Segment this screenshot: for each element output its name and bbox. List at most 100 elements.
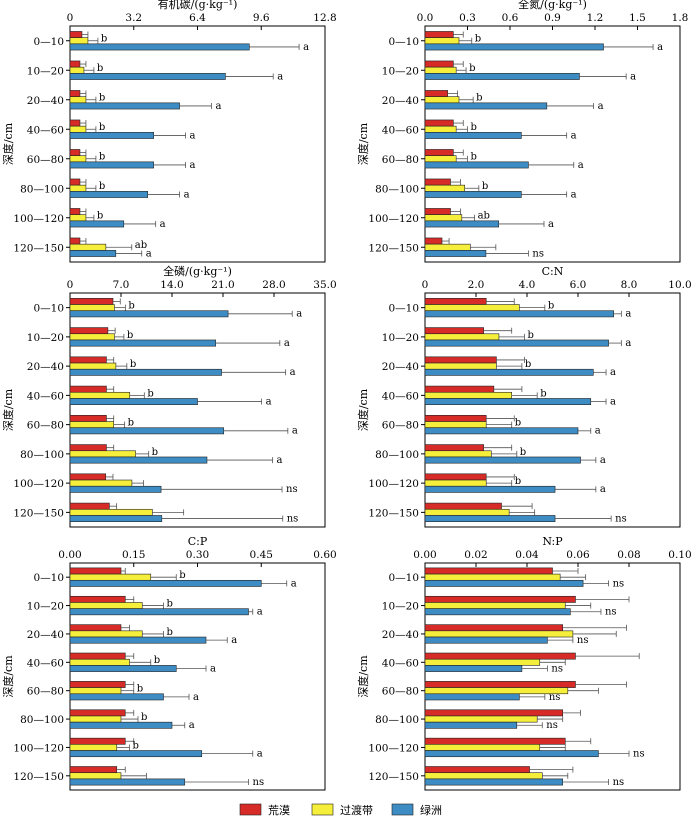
sig-label: a: [257, 607, 263, 618]
y-tick-label: 0—10: [388, 572, 419, 584]
sig-label: a: [146, 248, 152, 259]
y-tick-label: 10—20: [382, 601, 419, 613]
bar-oasis: [424, 485, 556, 493]
sig-label: ab: [478, 211, 490, 222]
bar-oasis: [424, 778, 563, 786]
plot-frame: [424, 292, 681, 528]
bar-oasis: [69, 43, 250, 51]
bar-oasis: [69, 665, 177, 672]
bar-transition: [69, 630, 143, 638]
sig-label: b: [130, 359, 136, 370]
y-tick-label: 40—60: [382, 657, 419, 669]
sig-label: b: [152, 447, 158, 458]
chart-panels: 有机碳/(g·kg⁻¹) 0 3.2 6.4 9.6 12.8 深度/cm 0—10 b a 10—…: [1, 0, 692, 791]
bar-desert: [424, 567, 553, 575]
sig-label: b: [471, 152, 477, 163]
legend-swatch: [391, 803, 414, 816]
bar-desert: [69, 595, 126, 603]
y-tick-label: 100—120: [368, 213, 419, 225]
bar-desert: [69, 298, 114, 305]
bar-transition: [69, 744, 118, 751]
bar-desert: [424, 766, 530, 774]
bar-desert: [69, 624, 122, 632]
legend: 荒漠 过渡带 绿洲: [239, 803, 442, 817]
bar-oasis: [69, 398, 198, 405]
sig-label: b: [97, 63, 103, 74]
bar-oasis: [69, 427, 225, 435]
bar-desert: [424, 356, 497, 364]
x-tick-label: 0.00: [413, 549, 436, 561]
bar-oasis: [69, 579, 262, 587]
bar-transition: [69, 214, 87, 222]
bar-desert: [69, 237, 81, 245]
x-tick-label: 0.60: [313, 549, 336, 561]
bar-transition: [424, 715, 538, 723]
sig-label: a: [189, 720, 195, 731]
sig-label: b: [99, 181, 105, 192]
y-tick-label: 120—150: [368, 242, 419, 254]
y-tick-label: 20—40: [27, 95, 64, 107]
bar-oasis: [69, 191, 148, 198]
sig-label: b: [469, 63, 475, 74]
bar-transition: [69, 125, 87, 133]
bar-desert: [424, 681, 576, 688]
sig-label: ns: [633, 749, 645, 760]
x-tick-label: 0.3: [459, 12, 476, 24]
sig-label: a: [303, 42, 309, 53]
bar-transition: [69, 333, 115, 341]
y-axis-label: 深度/cm: [1, 655, 15, 698]
y-tick-label: 40—60: [382, 390, 419, 402]
y-tick-label: 40—60: [27, 390, 64, 402]
sig-label: ns: [286, 484, 298, 495]
sig-label: b: [475, 34, 481, 45]
plot-frame: [424, 562, 681, 791]
sig-label: a: [257, 749, 263, 760]
x-tick-label: 0.10: [668, 549, 691, 561]
bar-oasis: [424, 750, 599, 758]
sig-label: b: [97, 211, 103, 222]
sig-label: a: [548, 219, 554, 230]
x-tick-label: 35.0: [313, 279, 336, 291]
bar-desert: [424, 595, 576, 603]
bar-transition: [424, 421, 487, 429]
x-tick-label: 21.0: [211, 279, 234, 291]
bar-desert: [69, 567, 122, 575]
bar-transition: [424, 304, 520, 312]
x-tick-label: 0.15: [122, 549, 145, 561]
bar-desert: [69, 356, 107, 364]
x-tick-label: 0.0: [417, 12, 434, 24]
legend-label: 过渡带: [340, 803, 373, 817]
y-tick-label: 100—120: [13, 742, 64, 754]
sig-label: a: [578, 160, 584, 171]
sig-label: b: [179, 570, 185, 581]
sig-label: a: [266, 396, 272, 407]
sig-label: b: [471, 122, 477, 133]
bar-transition: [424, 658, 541, 666]
bar-transition: [424, 243, 471, 251]
x-tick-label: 0.00: [58, 549, 81, 561]
plot-frame: [69, 292, 326, 528]
sig-label: b: [476, 93, 482, 104]
y-tick-label: 60—80: [27, 154, 64, 166]
x-tick-label: 6.4: [189, 12, 206, 24]
y-tick-label: 100—120: [368, 742, 419, 754]
y-tick-label: 80—100: [20, 714, 64, 726]
bar-desert: [424, 415, 487, 422]
sig-label: b: [515, 418, 521, 429]
y-axis-label: 深度/cm: [1, 122, 15, 165]
x-tick-label: 4.0: [519, 279, 536, 291]
x-tick-label: 2.0: [468, 279, 485, 291]
chart-title: 全磷/(g·kg⁻¹): [163, 264, 232, 278]
bar-oasis: [69, 73, 226, 80]
x-tick-label: 7.0: [113, 279, 130, 291]
bar-transition: [424, 630, 574, 638]
x-tick-label: 14.0: [160, 279, 183, 291]
sig-label: ns: [613, 777, 625, 788]
panel-5: C:P 0.00 0.15 0.30 0.45 0.60 深度/cm 0—10 b a 10—20 b…: [1, 535, 337, 791]
sig-label: b: [133, 740, 139, 751]
y-tick-label: 40—60: [27, 124, 64, 136]
bar-transition: [69, 772, 122, 780]
y-tick-label: 10—20: [382, 65, 419, 77]
bar-transition: [69, 479, 133, 487]
bar-transition: [69, 362, 117, 370]
